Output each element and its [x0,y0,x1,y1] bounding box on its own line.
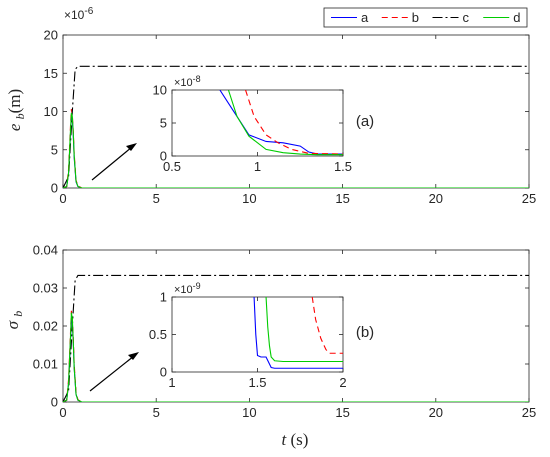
b-x-tick-label: 0 [59,405,66,420]
inset-arrow-b [89,352,139,392]
b-y-tick-label: 0.04 [33,243,58,258]
y-multiplier-a: ×10-6 [64,6,94,22]
b-inset-series-a-line [253,297,343,369]
a-x-tick-label: 20 [429,191,443,206]
a-inset-series-b-line [245,90,343,155]
a-inset-y-multiplier: ×10-8 [174,74,201,89]
b-x-tick-label: 5 [153,405,160,420]
b-x-tick-label: 25 [522,405,536,420]
b-y-tick-label: 0 [51,395,58,410]
a-inset-x-tick-label: 0.5 [163,159,181,174]
a-inset-y-tick-label: 10 [153,83,167,98]
legend-box [323,7,528,28]
a-inset-axes-box [171,89,344,157]
a-inset-y-tick-label: 0 [160,149,167,164]
b-y-tick-label: 0.02 [33,319,58,334]
a-y-tick-label: 5 [51,142,58,157]
a-inset-x-tick-label: 1.5 [334,159,352,174]
y-axis-label-b: σ b [3,311,25,330]
a-y-tick-label: 20 [44,28,58,43]
b-x-tick-label: 15 [335,405,349,420]
b-series-c-line [63,274,529,402]
a-inset-series-d-line [227,90,343,156]
a-inset: 0.5 1 1.5 0 5 10 ×10-8 [153,74,353,174]
a-x-tick-label: 0 [59,191,66,206]
b-inset-x-tick-label: 1 [168,375,175,390]
b-inset-series-b-line [311,297,343,354]
b-inset: 1 1.5 2 0 0.5 1 ×10-9 [149,281,347,390]
b-inset-series-d-line [265,297,343,363]
a-inset-x-tick-label: 1 [254,159,261,174]
a-series-d-line [63,112,529,188]
b-y-tick-label: 0.01 [33,357,58,372]
b-inset-axes-box [171,296,344,373]
a-x-tick-label: 25 [522,191,536,206]
a-series-c-line [63,65,529,188]
b-inset-y-tick-label: 0.5 [149,327,167,342]
legend: a b c d [323,7,528,28]
b-x-tick-label: 10 [242,405,256,420]
a-y-tick-label: 10 [44,104,58,119]
a-inset-y-tick-label: 5 [160,116,167,131]
a-panel-label: (a) [356,113,374,130]
b-inset-y-multiplier: ×10-9 [174,281,201,296]
b-x-tick-label: 20 [429,405,443,420]
a-y-tick-label: 0 [51,181,58,196]
legend-label-c: c [463,10,470,25]
b-inset-x-tick-label: 1.5 [248,375,266,390]
b-panel-label: (b) [356,324,374,341]
legend-label-d: d [513,10,520,25]
legend-label-a: a [361,10,369,25]
panel-a: 0 5 10 15 20 25 0 5 10 15 20 0.5 1 1.5 0 5 10 ×10-8 (a) [44,28,537,206]
x-axis-label: t (s) [282,430,309,449]
y-axis-label-a: e b(m) [5,89,27,131]
legend-label-b: b [412,10,419,25]
a-x-tick-label: 10 [242,191,256,206]
b-y-tick-label: 0.03 [33,281,58,296]
a-x-tick-label: 5 [153,191,160,206]
a-x-tick-label: 15 [335,191,349,206]
a-y-tick-label: 15 [44,66,58,81]
b-inset-y-tick-label: 0 [160,365,167,380]
b-series-d-line [63,312,529,402]
inset-arrow-a [91,143,137,181]
b-inset-y-tick-label: 1 [160,290,167,305]
b-inset-x-tick-label: 2 [339,375,346,390]
